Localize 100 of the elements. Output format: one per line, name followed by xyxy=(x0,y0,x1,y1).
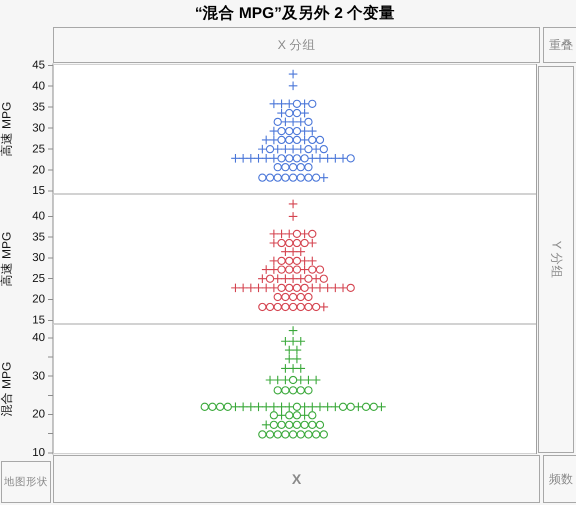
point xyxy=(316,136,324,144)
point xyxy=(230,402,240,412)
point xyxy=(288,386,298,394)
point xyxy=(300,135,310,145)
point xyxy=(274,163,282,172)
point xyxy=(296,163,305,172)
point xyxy=(285,126,294,136)
point xyxy=(285,420,294,430)
point xyxy=(285,411,294,420)
point xyxy=(288,173,298,182)
point xyxy=(266,302,274,312)
point xyxy=(266,144,274,154)
point xyxy=(261,264,272,274)
text: 地图形状 xyxy=(4,475,48,489)
point xyxy=(285,265,294,274)
point xyxy=(322,402,332,412)
point xyxy=(274,292,282,302)
point xyxy=(304,144,313,154)
point xyxy=(288,326,298,336)
y-tick-label: 20 xyxy=(32,408,45,421)
point xyxy=(288,274,298,284)
point xyxy=(315,154,325,164)
y-tick-label: 40 xyxy=(32,80,45,92)
point xyxy=(308,265,316,274)
point xyxy=(304,118,313,126)
y-axis-title: 混合 MPG xyxy=(0,362,14,416)
point xyxy=(320,274,328,283)
point xyxy=(288,336,298,346)
point xyxy=(292,345,302,355)
point xyxy=(304,430,313,439)
point xyxy=(362,402,370,411)
point xyxy=(296,144,306,154)
point xyxy=(296,292,305,302)
point xyxy=(277,265,286,274)
point xyxy=(238,402,248,412)
point xyxy=(277,126,286,136)
point xyxy=(276,410,286,420)
point xyxy=(330,402,340,412)
point xyxy=(261,283,272,293)
point xyxy=(276,402,286,412)
point xyxy=(272,144,283,154)
point xyxy=(285,284,294,292)
point xyxy=(261,402,272,412)
point xyxy=(288,199,298,209)
point xyxy=(292,108,302,118)
point xyxy=(274,302,282,312)
y-tick-label: 20 xyxy=(32,164,45,176)
text: X 分组 xyxy=(278,36,316,54)
point xyxy=(370,402,378,411)
chart-title: “混合 MPG”及另外 2 个变量 xyxy=(194,5,396,22)
point xyxy=(280,117,290,127)
point xyxy=(292,256,302,266)
point xyxy=(318,302,329,312)
point xyxy=(304,292,313,302)
y-tick-label: 30 xyxy=(32,122,45,134)
point xyxy=(308,100,316,108)
point xyxy=(304,386,313,394)
point xyxy=(269,154,279,164)
point xyxy=(296,246,306,257)
point xyxy=(261,135,272,145)
point xyxy=(292,402,302,411)
point xyxy=(288,212,298,222)
point xyxy=(280,144,290,154)
point xyxy=(307,402,318,412)
point xyxy=(300,410,310,420)
point xyxy=(316,265,324,274)
y-tick-label: 40 xyxy=(32,210,45,223)
point xyxy=(288,246,298,257)
point xyxy=(307,238,318,248)
point xyxy=(285,256,294,266)
point xyxy=(281,386,290,394)
point xyxy=(376,402,386,412)
point xyxy=(288,292,298,302)
point xyxy=(276,98,286,109)
point xyxy=(285,108,294,118)
point xyxy=(254,154,264,164)
point xyxy=(274,430,282,439)
point xyxy=(292,420,302,430)
point xyxy=(288,69,298,79)
point xyxy=(304,274,313,283)
point xyxy=(320,144,328,154)
point xyxy=(266,430,274,439)
point xyxy=(284,354,294,364)
point xyxy=(269,135,279,145)
point xyxy=(224,402,232,411)
point xyxy=(304,375,314,385)
point xyxy=(338,402,348,411)
point xyxy=(307,154,318,164)
point xyxy=(300,108,310,118)
y-tick-label: 15 xyxy=(32,314,45,326)
text: 重叠 xyxy=(549,36,573,54)
point xyxy=(270,411,278,420)
point xyxy=(307,256,318,266)
point xyxy=(285,238,294,248)
point xyxy=(300,284,309,292)
point xyxy=(320,430,328,439)
point xyxy=(258,144,268,154)
point xyxy=(276,108,286,118)
point xyxy=(292,154,302,163)
point xyxy=(274,118,282,126)
